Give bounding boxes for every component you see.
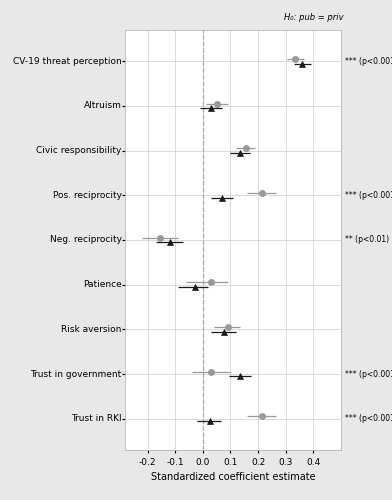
Text: Risk aversion: Risk aversion <box>61 325 122 334</box>
Text: H₀: pub = priv: H₀: pub = priv <box>283 12 343 22</box>
Text: Civic responsibility: Civic responsibility <box>36 146 122 155</box>
Text: Trust in government: Trust in government <box>30 370 122 378</box>
Text: *** (p<0.001): *** (p<0.001) <box>345 370 392 378</box>
Text: Neg. reciprocity: Neg. reciprocity <box>49 236 122 244</box>
Text: Pos. reciprocity: Pos. reciprocity <box>53 191 122 200</box>
Text: *** (p<0.001): *** (p<0.001) <box>345 57 392 66</box>
Text: Patience: Patience <box>83 280 122 289</box>
Text: CV-19 threat perception: CV-19 threat perception <box>13 57 122 66</box>
Text: *** (p<0.001): *** (p<0.001) <box>345 414 392 423</box>
Text: Altruism: Altruism <box>83 102 122 110</box>
Text: ** (p<0.01): ** (p<0.01) <box>345 236 389 244</box>
X-axis label: Standardized coefficient estimate: Standardized coefficient estimate <box>151 472 316 482</box>
Text: Trust in RKI: Trust in RKI <box>71 414 122 423</box>
Text: *** (p<0.001): *** (p<0.001) <box>345 191 392 200</box>
